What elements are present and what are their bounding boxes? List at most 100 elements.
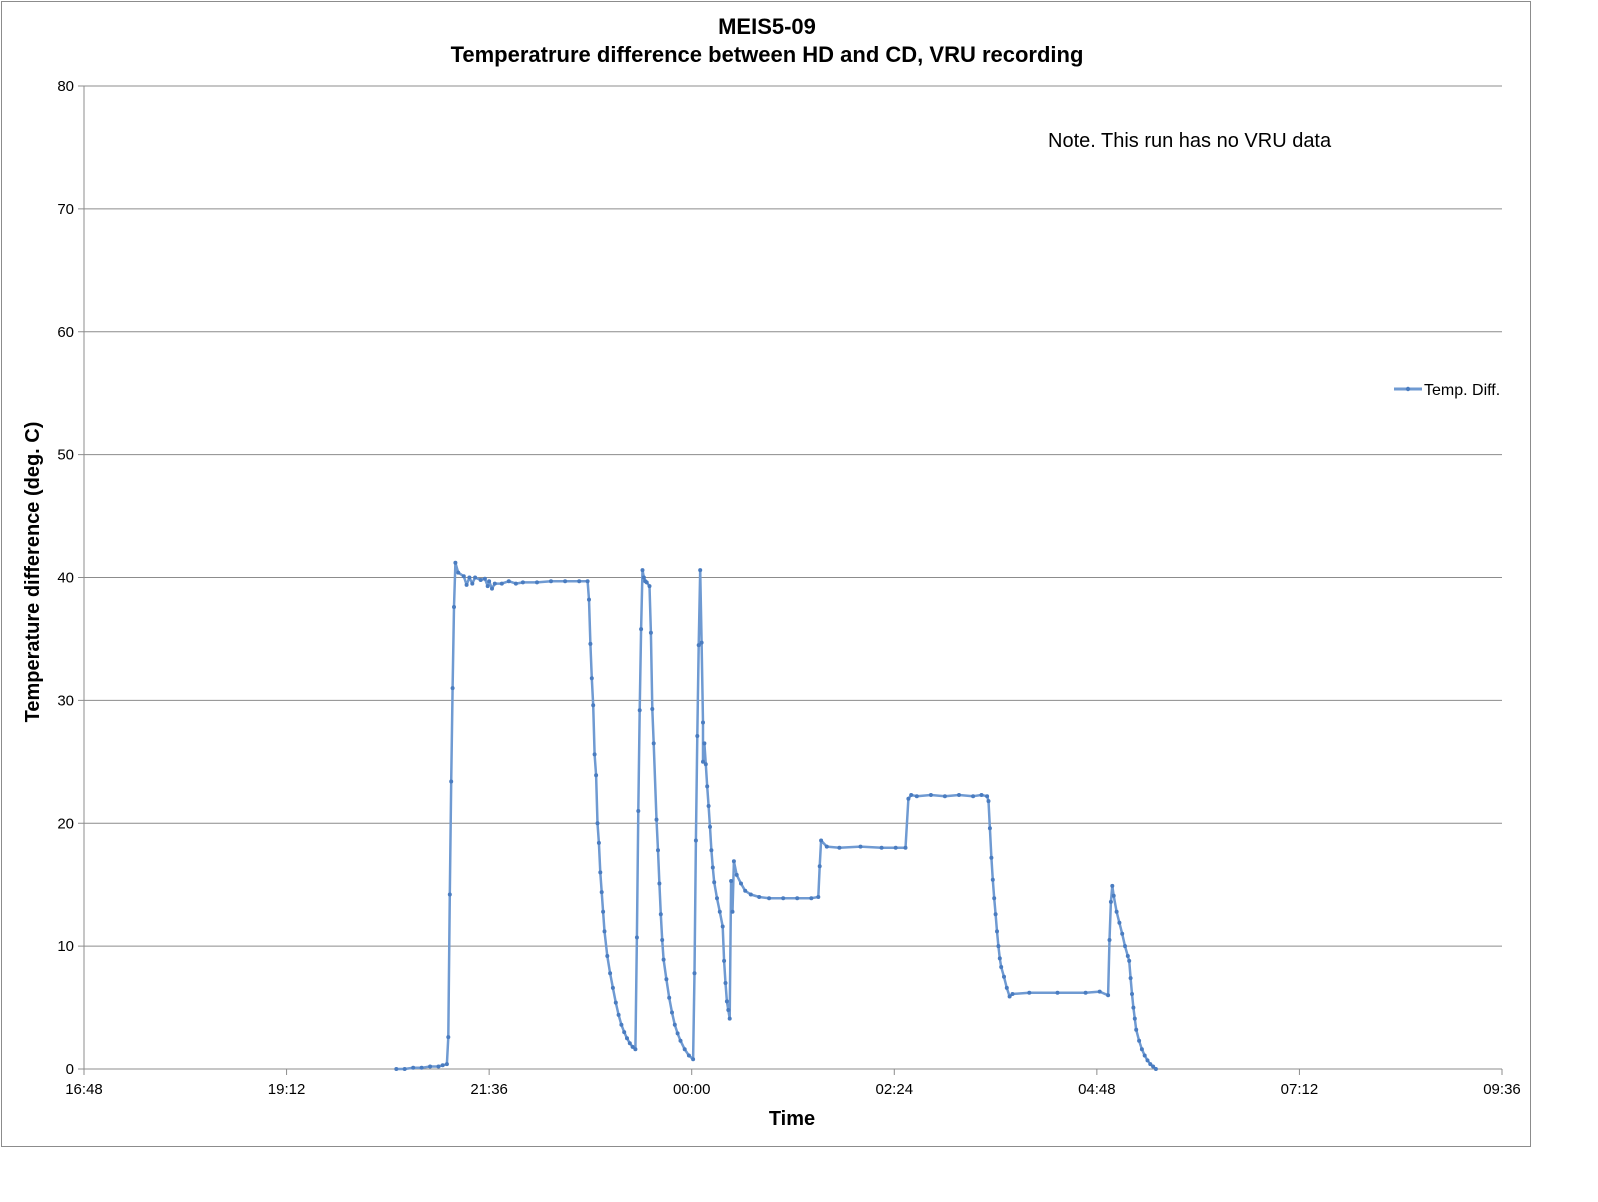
data-point: [1114, 909, 1119, 914]
data-point: [702, 741, 707, 746]
data-point: [622, 1030, 627, 1035]
data-point: [701, 720, 705, 725]
data-point: [675, 1031, 680, 1036]
data-point: [601, 909, 606, 914]
data-point: [577, 579, 582, 584]
y-tick-label: 80: [57, 78, 74, 95]
data-point: [588, 641, 593, 646]
data-point: [1137, 1038, 1142, 1043]
data-point: [1130, 992, 1134, 996]
data-point: [473, 575, 478, 580]
data-point: [699, 640, 704, 645]
y-tick-label: 50: [57, 447, 74, 464]
data-point: [985, 794, 990, 799]
legend-label: Temp. Diff.: [1424, 382, 1500, 399]
data-point: [757, 895, 762, 899]
data-point: [997, 956, 1002, 961]
data-point: [651, 741, 656, 746]
y-tick-label: 20: [57, 815, 74, 832]
data-point: [720, 924, 725, 929]
data-point: [906, 796, 911, 801]
data-point: [535, 580, 539, 585]
y-tick-label: 60: [57, 324, 74, 341]
data-point: [879, 845, 884, 850]
data-point: [739, 881, 743, 886]
data-point: [995, 929, 999, 934]
data-point: [1134, 1027, 1139, 1032]
data-point: [1142, 1053, 1147, 1058]
data-point: [436, 1064, 441, 1069]
x-axis-title: Time: [769, 1108, 815, 1130]
data-point: [630, 1044, 635, 1049]
data-point: [691, 1057, 696, 1062]
data-point: [633, 1047, 638, 1052]
data-point: [658, 912, 663, 917]
data-point: [647, 584, 652, 589]
data-point: [979, 793, 984, 797]
data-point: [858, 844, 863, 849]
data-point: [990, 877, 995, 882]
x-tick-label: 16:48: [65, 1081, 103, 1098]
data-point: [678, 1038, 683, 1043]
data-point: [824, 844, 829, 849]
data-point: [1148, 1062, 1153, 1067]
data-point: [1004, 985, 1009, 990]
data-point: [513, 581, 518, 586]
data-point: [705, 784, 710, 789]
data-point: [411, 1065, 416, 1070]
data-point: [723, 981, 728, 985]
data-point: [743, 888, 748, 893]
data-point: [686, 1053, 691, 1058]
data-point: [619, 1022, 624, 1027]
data-point: [727, 1016, 732, 1021]
data-point: [549, 579, 553, 584]
data-point: [795, 896, 800, 901]
data-point: [722, 958, 727, 963]
y-tick-label: 70: [57, 201, 74, 218]
data-point: [682, 1047, 687, 1052]
data-point: [461, 574, 466, 579]
data-point: [1097, 989, 1102, 994]
data-point: [419, 1065, 424, 1070]
data-point: [598, 870, 603, 875]
data-point: [712, 880, 717, 885]
data-point: [971, 794, 976, 799]
chart-svg: MEIS5-09 Temperatrure difference between…: [22, 14, 1521, 1130]
data-point: [616, 1012, 621, 1017]
x-tick-label: 00:00: [673, 1081, 711, 1098]
data-point: [596, 840, 601, 845]
data-point: [610, 985, 615, 990]
data-point: [987, 826, 992, 831]
data-point: [957, 793, 961, 797]
data-point: [467, 575, 472, 580]
x-tick-label: 21:36: [470, 1081, 508, 1098]
data-point: [999, 965, 1004, 969]
data-point: [592, 752, 597, 757]
data-point: [693, 838, 698, 843]
data-point: [1002, 974, 1006, 979]
data-point: [657, 881, 662, 886]
data-point: [520, 580, 525, 585]
data-point: [394, 1067, 399, 1071]
data-point: [731, 859, 736, 864]
data-point: [1153, 1067, 1158, 1071]
data-point: [695, 734, 700, 738]
y-tick-label: 30: [57, 692, 74, 709]
data-point: [667, 995, 672, 1000]
data-point: [710, 865, 715, 870]
data-point: [627, 1041, 632, 1046]
data-point: [639, 627, 644, 632]
data-point: [640, 568, 645, 573]
chart-frame: MEIS5-09 Temperatrure difference between…: [1, 1, 1531, 1147]
data-point: [670, 1010, 674, 1015]
chart-subtitle: Temperatrure difference between HD and C…: [451, 42, 1084, 67]
data-point: [599, 890, 604, 895]
data-point: [1107, 938, 1112, 942]
data-point: [709, 848, 714, 853]
data-point: [485, 584, 490, 589]
data-point: [595, 821, 600, 826]
chart-annotation: Note. This run has no VRU data: [1048, 130, 1332, 152]
data-point: [585, 579, 590, 584]
data-point: [816, 895, 821, 899]
data-point: [715, 896, 719, 901]
